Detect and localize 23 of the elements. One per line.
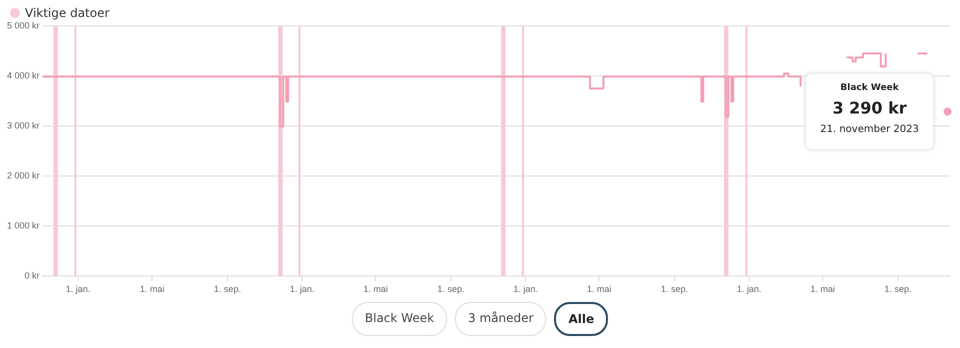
range-button[interactable]: 3 måneder (455, 302, 546, 336)
y-tick-label: 4 000 kr (6, 70, 40, 81)
x-tick-label: 1. sep. (437, 284, 464, 294)
y-tick-label: 3 000 kr (6, 120, 40, 131)
annotation: Black Week 3 290 kr 21. november 2023 (820, 82, 919, 136)
x-tick-label: 1. jan. (66, 284, 90, 294)
x-tick-label: 1. sep. (884, 284, 912, 294)
y-tick-label: 1 000 kr (6, 220, 40, 231)
range-button[interactable]: Black Week (352, 302, 448, 336)
y-tick-label: 2 000 kr (6, 170, 40, 181)
x-tick-label: 1. jan. (290, 284, 314, 294)
x-tick-label: 1. sep. (214, 284, 241, 294)
range-button[interactable]: Alle (554, 302, 608, 336)
band-label: Viktige datoer (25, 6, 110, 20)
x-tick-label: 1. jan. (513, 284, 538, 294)
y-tick-label: 0 kr (24, 270, 40, 281)
x-tick-label: 1. mai (586, 284, 612, 294)
x-tick-label: 1. mai (363, 284, 388, 294)
x-tick-label: 1. sep. (660, 284, 688, 294)
x-tick-label: 1. mai (140, 284, 164, 294)
y-tick-label: 5 000 kr (6, 20, 40, 30)
x-tick-label: 1. jan. (736, 284, 762, 294)
x-tick-label: 1. mai (810, 284, 835, 294)
